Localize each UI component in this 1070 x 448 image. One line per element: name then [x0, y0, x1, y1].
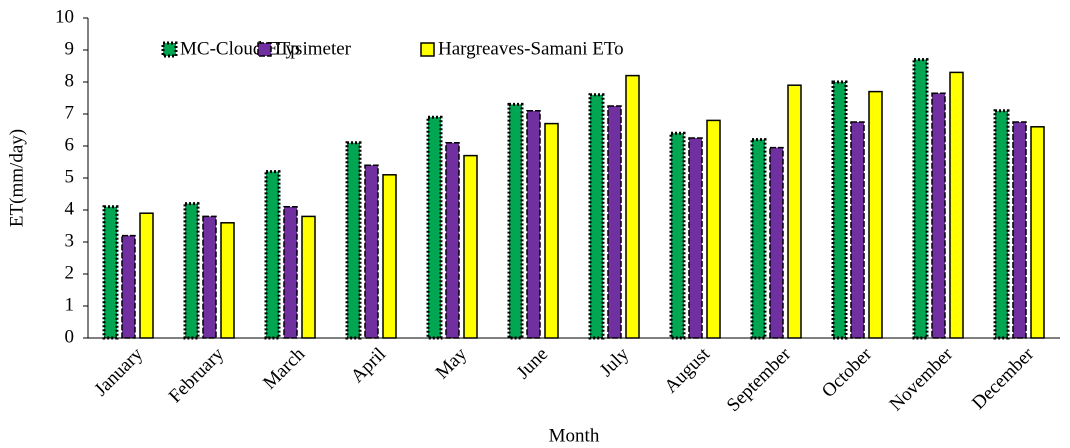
bar: [283, 206, 298, 339]
bar: [706, 119, 721, 339]
bar: [445, 142, 460, 339]
legend-swatch: [257, 42, 272, 57]
bar: [625, 74, 640, 339]
legend-swatch: [161, 41, 178, 58]
bar: [202, 215, 217, 339]
y-tick-label: 4: [65, 198, 75, 219]
bar: [183, 202, 200, 340]
bar: [850, 121, 865, 339]
bar: [787, 84, 802, 339]
x-tick-label: October: [818, 343, 877, 402]
bar: [912, 58, 929, 340]
y-tick-label: 6: [65, 134, 75, 155]
y-tick-label: 1: [65, 294, 75, 315]
y-tick-label: 0: [65, 326, 75, 347]
y-tick-label: 10: [55, 6, 74, 27]
bar: [769, 146, 784, 339]
bar: [382, 174, 397, 339]
bar: [264, 170, 281, 340]
legend-label: Hargreaves-Samani ETo: [438, 38, 624, 59]
y-tick-label: 8: [65, 70, 75, 91]
x-tick-label: March: [259, 343, 309, 393]
x-axis-label: Month: [549, 425, 600, 446]
bar: [1012, 121, 1027, 339]
x-tick-label: June: [513, 344, 552, 383]
bar: [364, 164, 379, 339]
y-tick-label: 2: [65, 262, 75, 283]
x-tick-label: January: [90, 343, 147, 400]
bar: [669, 131, 686, 340]
bar: [220, 222, 235, 339]
bar: [301, 215, 316, 339]
bar: [139, 212, 154, 339]
bar: [1030, 126, 1045, 339]
bar: [931, 92, 946, 339]
x-tick-label: December: [968, 343, 1039, 414]
bar: [526, 110, 541, 339]
y-tick-label: 9: [65, 38, 75, 59]
x-tick-label: April: [347, 344, 390, 387]
bar: [102, 205, 119, 340]
x-tick-label: November: [886, 343, 958, 415]
bar: [993, 109, 1010, 340]
bar: [121, 234, 136, 339]
bar: [544, 122, 559, 339]
bar: [750, 138, 767, 340]
y-tick-label: 5: [65, 166, 75, 187]
bar: [463, 154, 478, 339]
bar: [507, 102, 524, 340]
bar: [426, 115, 443, 340]
bar: [588, 93, 605, 340]
y-tick-label: 7: [65, 102, 75, 123]
x-tick-label: August: [660, 343, 714, 397]
bar: [868, 90, 883, 339]
x-tick-label: September: [723, 343, 796, 416]
bar: [607, 105, 622, 339]
bar: [688, 137, 703, 339]
bar: [345, 141, 362, 340]
x-tick-label: May: [432, 343, 472, 383]
x-tick-label: February: [165, 343, 229, 407]
legend-label: Lysimeter: [275, 38, 352, 59]
legend-swatch: [420, 42, 435, 57]
bar: [949, 71, 964, 339]
y-tick-label: 3: [65, 230, 75, 251]
y-axis-label: ET(mm/day): [6, 129, 27, 227]
x-tick-label: July: [596, 343, 634, 381]
bar: [831, 80, 848, 340]
